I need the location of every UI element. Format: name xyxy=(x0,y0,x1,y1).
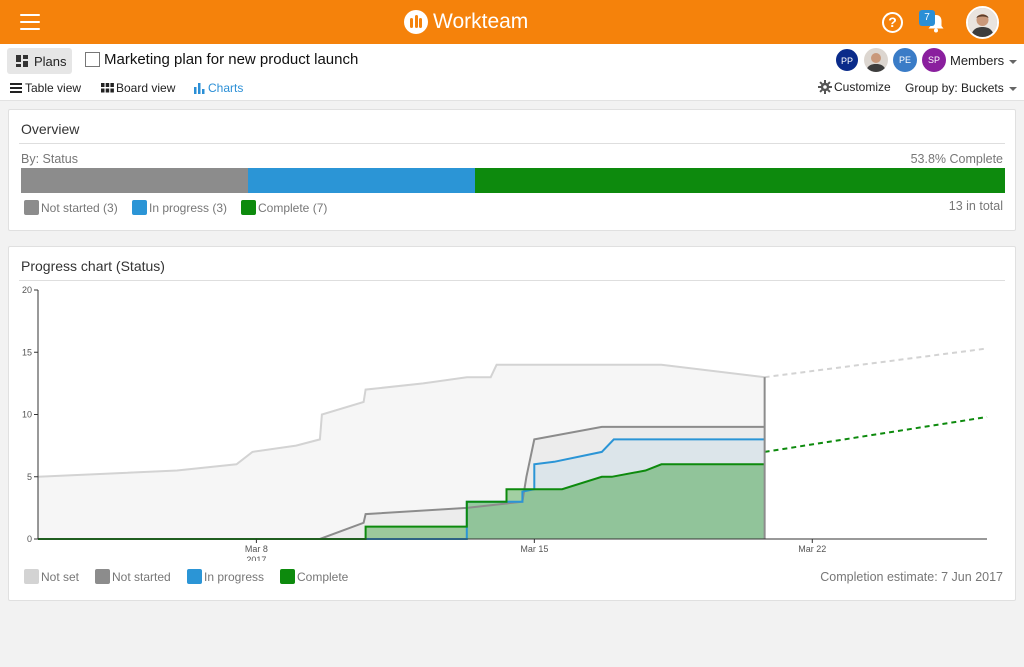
members-dropdown[interactable]: Members xyxy=(950,53,1018,68)
customize-label: Customize xyxy=(834,80,891,94)
plans-button[interactable]: Plans xyxy=(7,48,72,74)
list-icon xyxy=(10,83,22,93)
legend-label: Complete (7) xyxy=(258,200,328,215)
notification-count-badge: 7 xyxy=(919,10,935,26)
plans-grid-icon xyxy=(16,55,28,67)
overview-complete-percent: 53.8% Complete xyxy=(910,152,1003,166)
profile-avatar[interactable] xyxy=(966,6,999,39)
group-by-dropdown[interactable]: Group by: Buckets xyxy=(905,81,1017,95)
projection-line-complete xyxy=(764,416,988,453)
legend-label: Not started (3) xyxy=(41,200,118,215)
y-tick-label: 5 xyxy=(27,472,32,482)
legend-swatch xyxy=(95,569,110,584)
x-tick-label: Mar 8 xyxy=(245,544,268,554)
legend-swatch xyxy=(24,200,39,215)
tab-table-view-label: Table view xyxy=(25,81,82,95)
tab-charts[interactable]: Charts xyxy=(194,81,243,95)
member-avatar-sp[interactable]: SP xyxy=(922,48,946,72)
plans-label: Plans xyxy=(34,53,67,69)
tab-table-view[interactable]: Table view xyxy=(10,81,81,95)
plan-title: Marketing plan for new product launch xyxy=(104,51,359,68)
gear-icon xyxy=(818,80,832,94)
members-label: Members xyxy=(950,53,1005,68)
legend-swatch xyxy=(280,569,295,584)
status-bar-segment-0[interactable] xyxy=(21,168,249,193)
plan-checkbox[interactable] xyxy=(85,52,100,67)
legend-not-started: Not started xyxy=(95,569,171,584)
status-bar-segment-1[interactable] xyxy=(248,168,476,193)
divider xyxy=(19,143,1005,144)
legend-swatch xyxy=(24,569,39,584)
bar-chart-icon xyxy=(194,82,205,94)
y-tick-label: 0 xyxy=(27,534,32,544)
divider xyxy=(19,280,1005,281)
legend-label: Complete xyxy=(297,569,349,584)
tab-board-view[interactable]: Board view xyxy=(101,81,175,95)
y-tick-label: 20 xyxy=(22,285,32,295)
legend-not-set: Not set xyxy=(24,569,79,584)
series-area-in-progress xyxy=(38,439,765,539)
top-bar: Workteam ? 7 xyxy=(0,0,1024,44)
x-tick-label: Mar 22 xyxy=(798,544,826,554)
legend-swatch xyxy=(241,200,256,215)
tab-charts-label: Charts xyxy=(208,81,244,95)
progress-chart-card: Progress chart (Status) 0 5 10 15 20 Mar 8 201… xyxy=(8,246,1016,601)
legend-label: Not set xyxy=(41,569,80,584)
tab-board-view-label: Board view xyxy=(116,81,176,95)
legend-complete: Complete xyxy=(280,569,348,584)
workteam-logo-icon xyxy=(404,10,428,34)
legend-label: In progress (3) xyxy=(149,200,228,215)
legend-in-progress: In progress (3) xyxy=(132,200,227,215)
legend-label: In progress xyxy=(204,569,265,584)
y-tick-label: 15 xyxy=(22,347,32,357)
series-line-not-started xyxy=(38,425,765,540)
customize-button[interactable]: Customize xyxy=(818,80,891,94)
help-icon[interactable]: ? xyxy=(882,12,903,33)
y-tick-label: 10 xyxy=(22,410,32,420)
status-stacked-bar xyxy=(21,168,1005,193)
legend-label: Not started xyxy=(112,569,171,584)
overview-total: 13 in total xyxy=(948,199,1003,213)
hamburger-menu-icon[interactable] xyxy=(20,14,40,30)
legend-complete: Complete (7) xyxy=(241,200,327,215)
legend-not-started: Not started (3) xyxy=(24,200,118,215)
series-line-complete xyxy=(38,463,765,540)
group-by-label: Group by: Buckets xyxy=(905,81,1004,95)
completion-estimate: Completion estimate: 7 Jun 2017 xyxy=(820,570,1003,584)
legend-swatch xyxy=(187,569,202,584)
overview-title: Overview xyxy=(21,121,80,137)
overview-by-status: By: Status xyxy=(21,152,78,166)
status-bar-segment-2[interactable] xyxy=(475,168,1005,193)
board-icon xyxy=(101,83,114,93)
legend-in-progress: In progress xyxy=(187,569,264,584)
progress-chart-title: Progress chart (Status) xyxy=(21,258,165,274)
x-tick-label: Mar 15 xyxy=(520,544,548,554)
chevron-down-icon xyxy=(1009,59,1018,64)
projection-line-not-set xyxy=(764,347,988,379)
brand[interactable]: Workteam xyxy=(404,9,528,35)
overview-card: Overview By: Status 53.8% Complete Not s… xyxy=(8,109,1016,231)
member-avatar-photo[interactable] xyxy=(864,48,888,72)
chevron-down-icon xyxy=(1008,86,1017,91)
x-tick-sublabel: 2017 xyxy=(246,555,266,561)
member-avatar-pp[interactable]: PP xyxy=(835,48,859,72)
brand-name: Workteam xyxy=(433,10,529,33)
legend-swatch xyxy=(132,200,147,215)
series-line-not-set xyxy=(37,363,765,478)
plan-header: Plans Marketing plan for new product lau… xyxy=(0,44,1024,101)
member-avatar-pe[interactable]: PE xyxy=(893,48,917,72)
